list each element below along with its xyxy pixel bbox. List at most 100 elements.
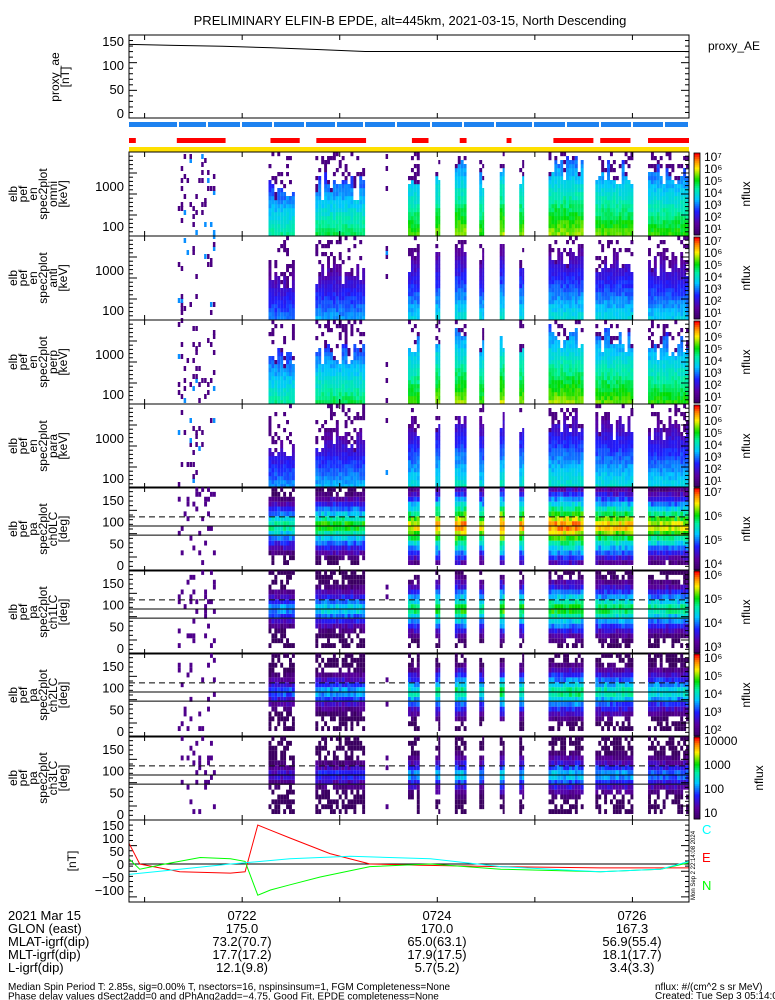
spectrogram-cell (499, 340, 503, 345)
spectrogram-cell (502, 316, 505, 321)
spectrogram-cell (289, 180, 292, 185)
spectrogram-cell (454, 300, 458, 305)
spectrogram-cell (201, 178, 204, 183)
spectrogram-cell (324, 360, 328, 365)
spectrogram-cell (321, 448, 325, 453)
spectrogram-cell (356, 480, 360, 485)
spectrogram-cell (321, 368, 325, 373)
spectrogram-cell (413, 384, 417, 389)
spectrogram-cell (341, 308, 345, 313)
spectrogram-cell (338, 220, 342, 225)
spectrogram-cell (198, 446, 201, 451)
spectrogram-cell (560, 212, 564, 217)
spectrogram-cell (289, 364, 292, 369)
spectrogram-cell (318, 428, 322, 433)
spectrogram-cell (479, 288, 483, 293)
spectrogram-cell (385, 362, 389, 367)
spectrogram-cell (653, 224, 657, 229)
spectrogram-cell (271, 188, 275, 193)
spectrogram-cell (289, 216, 292, 221)
spectrogram-cell (201, 202, 204, 207)
spectrogram-cell (621, 356, 625, 361)
spectrogram-cell (624, 300, 628, 305)
spectrogram-cell (662, 212, 666, 217)
spectrogram-cell (609, 296, 613, 301)
spectrogram-cell (560, 200, 564, 205)
spectrogram-cell (457, 300, 461, 305)
spectrogram-cell (271, 316, 275, 321)
spectrogram-cell (280, 272, 284, 277)
spectrogram-cell (277, 368, 281, 373)
spectrogram-cell (671, 304, 675, 309)
spectrogram-cell (595, 204, 599, 209)
spectrogram-cell (598, 312, 602, 317)
spectrogram-cell (665, 164, 669, 169)
spectrogram-cell (499, 172, 503, 177)
spectrogram-cell (347, 440, 351, 445)
spectrogram-cell (324, 160, 328, 165)
spectrogram-cell (499, 388, 503, 393)
spectrogram-cell (356, 316, 360, 321)
spectrogram-cell (656, 172, 660, 177)
spectrogram-cell (554, 272, 558, 277)
spectrogram-cell (454, 212, 458, 217)
spectrogram-cell (416, 272, 420, 277)
spectrogram-cell (280, 472, 284, 477)
spectrogram-cell (502, 220, 505, 225)
spectrogram-cell (569, 212, 572, 217)
spectrogram-cell (327, 256, 330, 261)
spectrogram-cell (665, 396, 669, 401)
spectrogram-cell (557, 212, 561, 217)
spectrogram-cell (192, 342, 195, 347)
spectrogram-cell (686, 316, 689, 321)
spectrogram-cell (353, 304, 357, 309)
spectrogram-cell (341, 396, 345, 401)
colorbar-segment (694, 372, 700, 375)
spectrogram-cell (454, 336, 458, 341)
spectrogram-cell (482, 212, 485, 217)
spectrogram-cell (291, 292, 295, 297)
spectrogram-cell (615, 188, 619, 193)
spectrogram-cell (410, 368, 414, 373)
spectrogram-cell (621, 228, 625, 233)
spectrogram-cell (195, 194, 198, 199)
colorbar-segment (694, 288, 700, 291)
spectrogram-cell (180, 310, 184, 315)
spectrogram-cell (648, 284, 651, 289)
spectrogram-cell (577, 356, 581, 361)
spectrogram-cell (350, 292, 354, 297)
spectrogram-cell (569, 176, 572, 181)
spectrogram-cell (674, 276, 678, 281)
spectrogram-cell (408, 396, 411, 401)
spectrogram-cell (615, 288, 619, 293)
spectrogram-cell (571, 392, 575, 397)
spectrogram-cell (627, 328, 631, 333)
spectrogram-cell (519, 292, 523, 297)
spectrogram-cell (344, 392, 348, 397)
spectrogram-cell (335, 404, 339, 409)
spectrogram-cell (650, 324, 654, 329)
spectrogram-cell (438, 232, 441, 237)
spectrogram-cell (410, 248, 414, 253)
spectrogram-cell (356, 432, 360, 437)
spectrogram-cell (482, 256, 485, 261)
axis-label-line: en (26, 439, 40, 452)
spectrogram-cell (344, 388, 348, 393)
spectrogram-cell (566, 208, 569, 213)
spectrogram-cell (563, 204, 567, 209)
spectrogram-cell (454, 232, 458, 237)
spectrogram-cell (671, 232, 675, 237)
spectrogram-cell (563, 196, 567, 201)
spectrogram-cell (574, 232, 578, 237)
spectrogram-cell (668, 216, 672, 221)
spectrogram-cell (335, 472, 339, 477)
spectrogram-cell (557, 288, 561, 293)
spectrogram-cell (410, 456, 414, 461)
spectrogram-cell (268, 420, 272, 425)
spectrogram-cell (271, 384, 275, 389)
spectrogram-cell (604, 400, 608, 405)
spectrogram-cell (438, 356, 441, 361)
colorbar-segment (694, 206, 700, 209)
spectrogram-cell (460, 376, 464, 381)
spectrogram-cell (677, 368, 681, 373)
